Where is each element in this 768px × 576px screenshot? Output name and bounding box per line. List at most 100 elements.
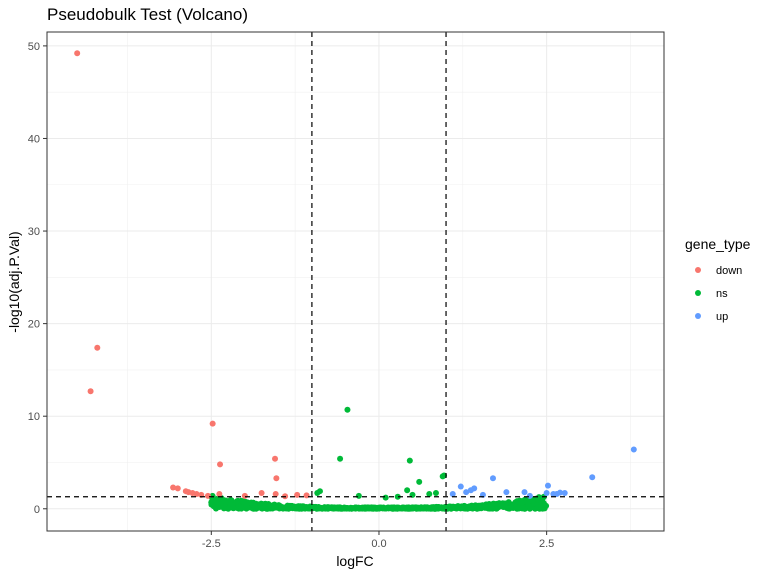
x-axis-title: logFC [336,553,373,569]
chart-title: Pseudobulk Test (Volcano) [47,5,248,24]
up-point [589,474,596,481]
y-axis-title: -log10(adj.P.Val) [6,231,22,332]
ns-cloud-point [449,504,456,511]
ns-cloud-point [400,504,407,511]
ns-point [355,492,362,499]
up-point [543,490,550,497]
ns-cloud-point [225,505,232,512]
down-point [170,484,177,491]
ns-cloud-point [353,504,360,511]
ns-cloud-point [514,498,521,505]
ns-cloud-point [494,501,501,508]
ns-cloud-point [454,503,461,510]
ns-cloud-point [409,505,416,512]
legend-key-down [695,267,701,273]
up-point [449,490,456,497]
up-point [489,475,496,482]
down-point [216,490,223,497]
up-point [457,483,464,490]
legend-key-ns [695,290,701,296]
ns-cloud-point [315,504,322,511]
down-point [294,491,301,498]
ns-point [344,406,351,413]
ns-cloud-point [222,498,229,505]
up-point [630,446,637,453]
down-point [204,492,211,499]
ns-cloud-point [329,505,336,512]
ns-cloud-point [227,497,234,504]
ns-point [314,490,321,497]
down-point [272,455,279,462]
ns-point [404,487,411,494]
ns-cloud-point [248,499,255,506]
legend: gene_type down ns up [685,236,751,323]
down-point [193,490,200,497]
up-point [503,489,510,496]
ns-point [337,455,344,462]
down-point [272,490,279,497]
ns-cloud-point [502,500,509,507]
up-point [544,482,551,489]
ns-cloud-point [335,504,342,511]
ns-cloud-point [488,505,495,512]
ns-cloud-point [278,503,285,510]
ns-cloud-point [375,504,382,511]
ns-cloud-point [305,505,312,512]
down-point [174,485,181,492]
ns-cloud-point [252,504,259,511]
y-tick-label: 20 [28,319,40,331]
ns-point [416,478,423,485]
ns-cloud-point [506,505,513,512]
up-point [521,489,528,496]
up-point [467,487,474,494]
ns-cloud-point [293,503,300,510]
x-tick-label: 2.5 [539,538,554,550]
y-tick-label: 40 [28,133,40,145]
ns-cloud-point [360,505,367,512]
ns-point [426,490,433,497]
ns-cloud-point [323,504,330,511]
legend-key-up [695,313,701,319]
ns-cloud-point [431,505,438,512]
down-point [209,420,216,427]
down-point [74,50,81,57]
x-tick-label: 0.0 [371,538,386,550]
ns-cloud-point [391,505,398,512]
down-point [217,461,224,468]
up-point [553,490,560,497]
down-point [258,490,265,497]
ns-cloud-point [288,504,295,511]
ns-cloud-point [210,498,217,505]
ns-cloud-point [425,505,432,512]
ns-point [432,490,439,497]
ns-point [439,473,446,480]
down-point [303,492,310,499]
down-point [273,475,280,482]
plot-panel: -2.5 0.0 2.5 0 10 20 30 40 50 [28,31,665,550]
ns-cloud-point [387,504,394,511]
ns-cloud-point [214,502,221,509]
legend-title: gene_type [685,236,751,252]
up-point [526,492,533,499]
ns-point [406,457,413,464]
ns-point [382,494,389,501]
x-tick-label: -2.5 [202,538,221,550]
legend-label-down: down [716,265,742,277]
up-point [463,489,470,496]
legend-label-up: up [716,311,728,323]
ns-cloud-point [539,505,546,512]
y-tick-label: 50 [28,41,40,53]
y-tick-label: 0 [34,504,40,516]
ns-cloud-point [366,505,373,512]
ns-cloud-point [345,505,352,512]
ns-cloud-point [519,505,526,512]
ns-cloud-point [283,503,290,510]
legend-label-ns: ns [716,288,728,300]
down-point [241,492,248,499]
ns-cloud-point [476,502,483,509]
panel-border [46,31,665,532]
ns-cloud-point [238,504,245,511]
ns-cloud-point [518,500,525,507]
down-point [87,388,94,395]
